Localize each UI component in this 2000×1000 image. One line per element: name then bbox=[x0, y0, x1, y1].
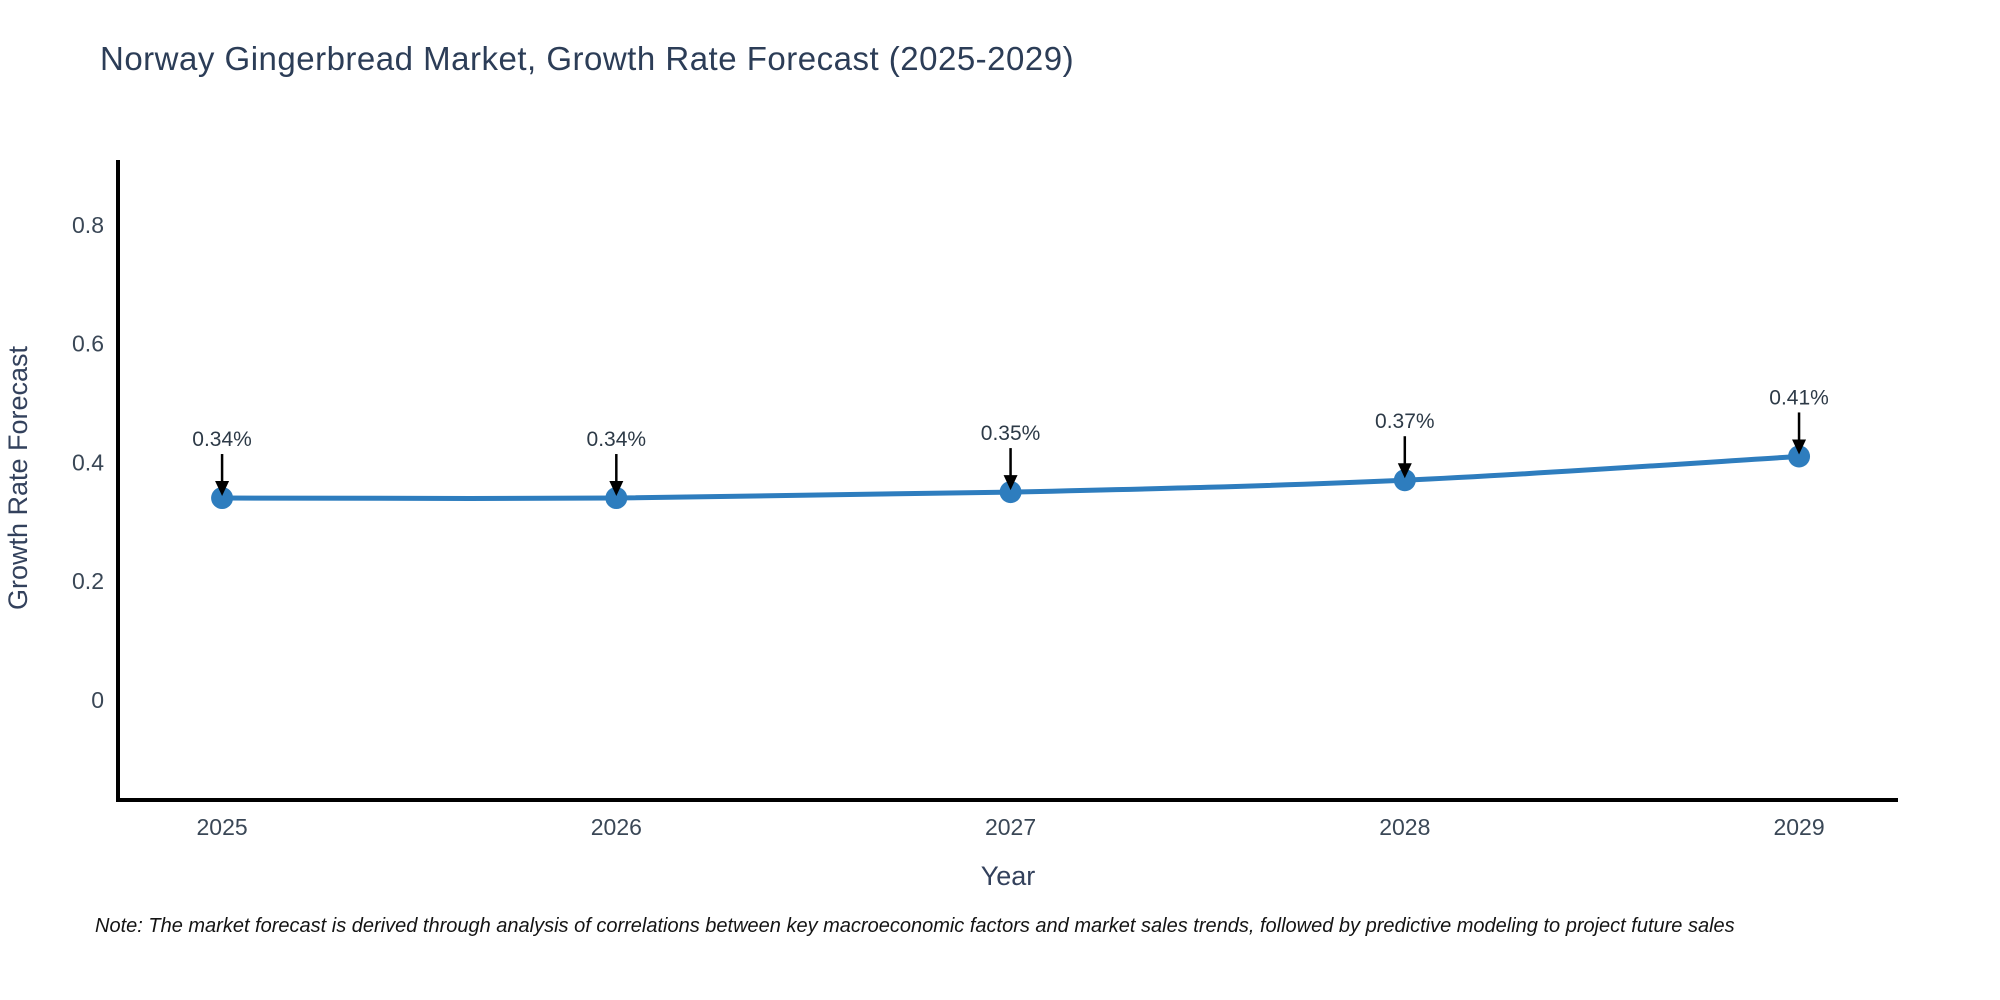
data-point-marker bbox=[999, 481, 1022, 504]
y-tick-label: 0 bbox=[91, 687, 104, 713]
x-axis-title: Year bbox=[981, 861, 1036, 891]
y-tick-label: 0.2 bbox=[72, 568, 104, 594]
y-tick-label: 0.8 bbox=[72, 212, 104, 238]
annotation-label: 0.37% bbox=[1375, 410, 1435, 433]
footnote-text: Note: The market forecast is derived thr… bbox=[95, 915, 1735, 937]
annotation-label: 0.34% bbox=[192, 428, 252, 451]
annotation-arrowhead-icon bbox=[215, 481, 230, 497]
annotation-label: 0.35% bbox=[981, 422, 1041, 445]
annotation-arrowhead-icon bbox=[1003, 475, 1018, 491]
data-point-marker bbox=[1788, 445, 1811, 468]
data-point-marker bbox=[211, 487, 234, 510]
x-tick-label: 2025 bbox=[196, 814, 247, 840]
annotation-label: 0.41% bbox=[1769, 386, 1829, 409]
chart-title: Norway Gingerbread Market, Growth Rate F… bbox=[100, 40, 1075, 77]
annotation-arrowhead-icon bbox=[1792, 439, 1807, 455]
x-tick-label: 2027 bbox=[985, 814, 1036, 840]
x-tick-label: 2026 bbox=[591, 814, 642, 840]
y-tick-label: 0.4 bbox=[72, 449, 104, 475]
x-tick-label: 2029 bbox=[1773, 814, 1824, 840]
annotation-label: 0.34% bbox=[587, 428, 647, 451]
annotation-arrowhead-icon bbox=[609, 481, 624, 497]
y-tick-label: 0.6 bbox=[72, 331, 104, 357]
data-point-marker bbox=[1393, 469, 1416, 492]
annotation-arrowhead-icon bbox=[1397, 463, 1412, 479]
data-point-marker bbox=[605, 487, 628, 510]
y-axis-title: Growth Rate Forecast bbox=[3, 345, 33, 610]
x-tick-label: 2028 bbox=[1379, 814, 1430, 840]
